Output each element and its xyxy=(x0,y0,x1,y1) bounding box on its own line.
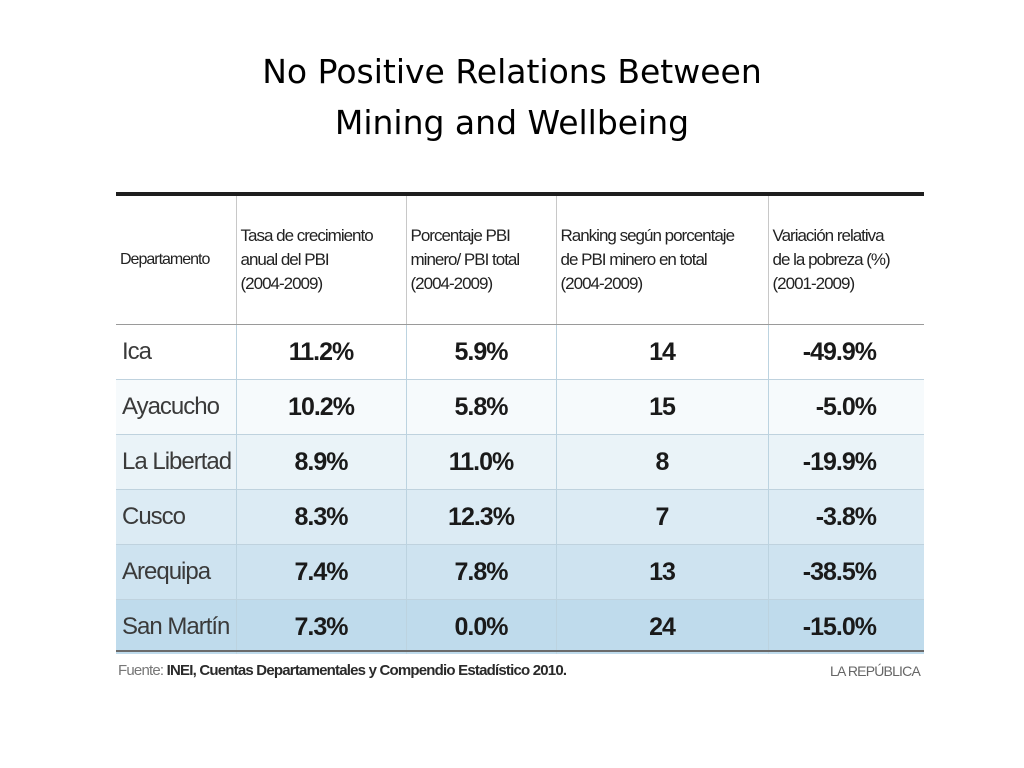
slide-title: No Positive Relations Between Mining and… xyxy=(0,46,1024,148)
table-row: La Libertad 8.9% 11.0% 8 -19.9% xyxy=(116,434,924,490)
header-growth-rate: Tasa de crecimiento anual del PBI (2004-… xyxy=(236,196,407,325)
slide-title-line-2: Mining and Wellbeing xyxy=(334,103,690,142)
cell-growth-rate: 7.3% xyxy=(236,599,407,654)
cell-departamento: Ayacucho xyxy=(116,379,237,435)
header-line: Porcentaje PBI xyxy=(410,226,511,245)
cell-growth-rate: 10.2% xyxy=(236,379,407,435)
table-figure: Departamento Tasa de crecimiento anual d… xyxy=(116,192,924,692)
cell-mining-share: 5.8% xyxy=(406,379,557,435)
header-line: (2004-2009) xyxy=(560,274,644,293)
cell-mining-share: 5.9% xyxy=(406,324,557,380)
header-line: Variación relativa xyxy=(772,226,885,245)
header-line: Ranking según porcentaje xyxy=(560,226,736,245)
header-ranking: Ranking según porcentaje de PBI minero e… xyxy=(556,196,769,325)
table-row: Arequipa 7.4% 7.8% 13 -38.5% xyxy=(116,544,924,600)
header-line: (2004-2009) xyxy=(410,274,494,293)
header-line: Tasa de crecimiento xyxy=(240,226,374,245)
header-line: (2004-2009) xyxy=(240,274,324,293)
table-row: Ica 11.2% 5.9% 14 -49.9% xyxy=(116,324,924,380)
cell-growth-rate: 7.4% xyxy=(236,544,407,600)
top-rule xyxy=(116,192,924,196)
cell-departamento: Arequipa xyxy=(116,544,237,600)
cell-mining-share: 11.0% xyxy=(406,434,557,490)
header-line: de PBI minero en total xyxy=(560,250,708,269)
slide-title-line-1: No Positive Relations Between xyxy=(262,52,762,91)
table-row: Cusco 8.3% 12.3% 7 -3.8% xyxy=(116,489,924,545)
cell-poverty-variation: -15.0% xyxy=(768,599,924,654)
header-line: Departamento xyxy=(120,251,210,268)
cell-poverty-variation: -19.9% xyxy=(768,434,924,490)
header-mining-share: Porcentaje PBI minero/ PBI total (2004-2… xyxy=(406,196,557,325)
mining-wellbeing-table: Departamento Tasa de crecimiento anual d… xyxy=(116,196,924,654)
cell-growth-rate: 11.2% xyxy=(236,324,407,380)
cell-departamento: La Libertad xyxy=(116,434,237,490)
cell-poverty-variation: -3.8% xyxy=(768,489,924,545)
cell-growth-rate: 8.9% xyxy=(236,434,407,490)
cell-poverty-variation: -49.9% xyxy=(768,324,924,380)
header-line: anual del PBI xyxy=(240,250,330,269)
source-label: Fuente: xyxy=(118,662,164,679)
cell-departamento: Ica xyxy=(116,324,237,380)
bottom-rule xyxy=(116,650,924,652)
header-departamento: Departamento xyxy=(116,196,237,325)
cell-mining-share: 12.3% xyxy=(406,489,557,545)
cell-ranking: 15 xyxy=(556,379,769,435)
header-line: de la pobreza (%) xyxy=(772,250,891,269)
table-header-row: Departamento Tasa de crecimiento anual d… xyxy=(116,196,924,325)
publisher-credit: LA REPÚBLICA xyxy=(830,663,921,679)
source-note: Fuente: INEI, Cuentas Departamentales y … xyxy=(118,662,567,679)
cell-mining-share: 0.0% xyxy=(406,599,557,654)
cell-ranking: 13 xyxy=(556,544,769,600)
header-line: (2001-2009) xyxy=(772,274,856,293)
cell-poverty-variation: -5.0% xyxy=(768,379,924,435)
cell-ranking: 8 xyxy=(556,434,769,490)
header-line: minero/ PBI total xyxy=(410,250,521,269)
cell-ranking: 14 xyxy=(556,324,769,380)
cell-departamento: Cusco xyxy=(116,489,237,545)
cell-growth-rate: 8.3% xyxy=(236,489,407,545)
cell-ranking: 7 xyxy=(556,489,769,545)
cell-departamento: San Martín xyxy=(116,599,237,654)
cell-ranking: 24 xyxy=(556,599,769,654)
table-row: San Martín 7.3% 0.0% 24 -15.0% xyxy=(116,599,924,654)
table-row: Ayacucho 10.2% 5.8% 15 -5.0% xyxy=(116,379,924,435)
cell-poverty-variation: -38.5% xyxy=(768,544,924,600)
header-poverty-variation: Variación relativa de la pobreza (%) (20… xyxy=(768,196,924,325)
cell-mining-share: 7.8% xyxy=(406,544,557,600)
source-text: INEI, Cuentas Departamentales y Compendi… xyxy=(166,662,567,679)
